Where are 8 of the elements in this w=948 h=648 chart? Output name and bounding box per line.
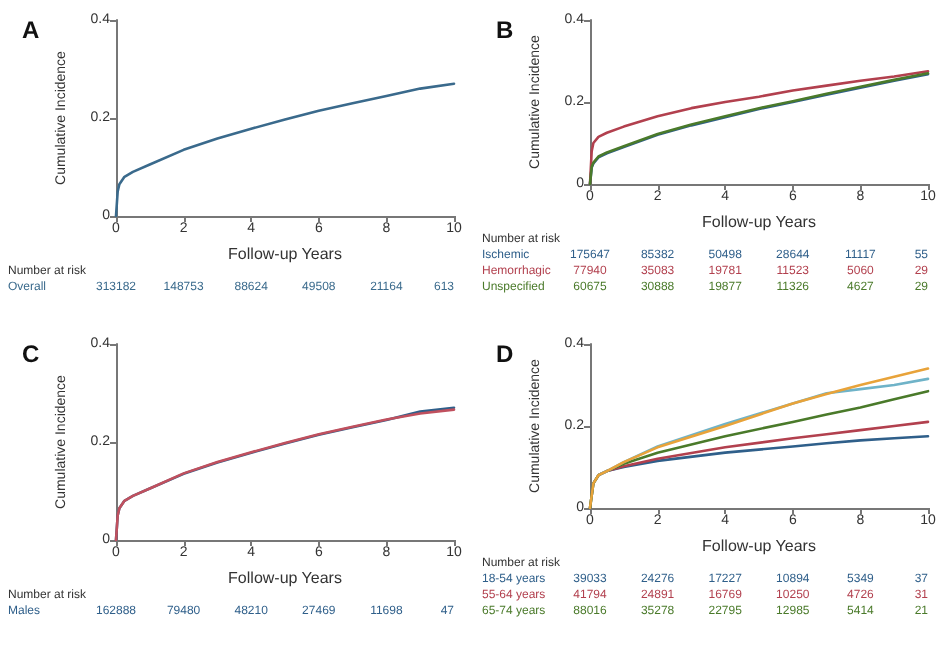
chart-title: D [496, 340, 514, 368]
chart-title: C [22, 340, 40, 368]
chart-title: B [496, 16, 514, 44]
x-axis-title: Follow-up Years [228, 568, 342, 587]
x-axis-title: Follow-up Years [702, 212, 816, 231]
chart-title: A [22, 16, 40, 44]
x-axis-title: Follow-up Years [702, 536, 816, 555]
x-axis-title: Follow-up Years [228, 244, 342, 263]
